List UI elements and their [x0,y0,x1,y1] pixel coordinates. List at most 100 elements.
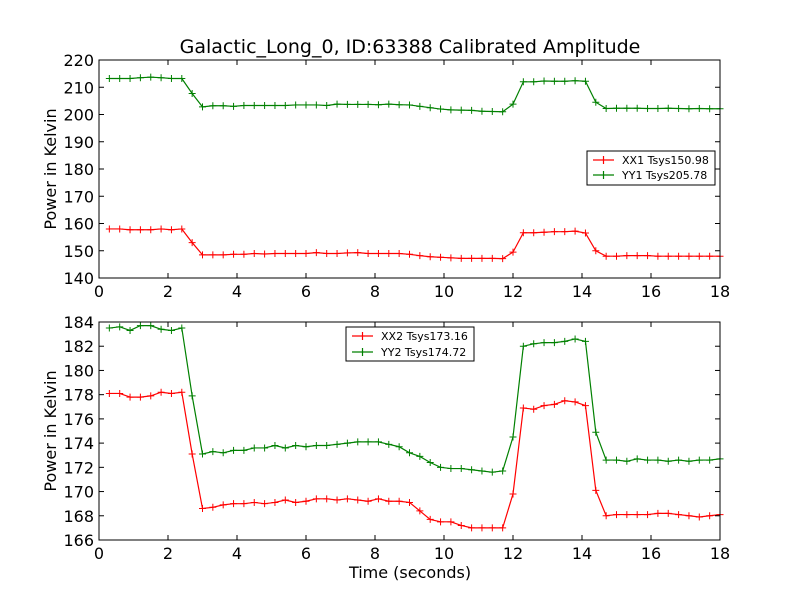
top-point-yy1 [685,105,693,113]
top-point-yy1 [695,105,703,113]
top-point-xx1 [343,249,351,257]
bottom-point-xx2 [550,400,558,408]
bottom-point-yy2 [240,446,248,454]
top-point-xx1 [530,229,538,237]
top-point-xx1 [374,249,382,257]
bottom-point-yy2 [157,325,165,333]
top-point-xx1 [644,252,652,260]
bottom-point-yy2 [261,444,269,452]
top-point-xx1 [664,252,672,260]
top-point-yy1 [281,102,289,110]
bottom-point-yy2 [581,337,589,345]
bottom-point-yy2 [613,456,620,464]
top-legend-label-yy1: YY1 Tsys205.78 [621,169,707,182]
bottom-point-xx2 [219,501,227,509]
top-point-xx1 [302,249,310,257]
bottom-point-yy2 [271,442,279,450]
top-point-xx1 [188,239,196,247]
bottom-point-xx2 [468,524,476,532]
top-point-yy1 [395,101,403,109]
top-point-yy1 [519,78,527,86]
top-point-yy1 [312,101,320,109]
bottom-point-xx2 [178,388,186,396]
top-point-yy1 [157,74,165,82]
bottom-panel: 0 2 4 6 8 10 12 14 16 18 166 168 170 172 174 176 178 180 1… [41,313,730,582]
bottom-y-tick-label: 176 [63,410,94,429]
top-point-xx1 [633,252,641,260]
bottom-point-xx2 [364,497,372,505]
bottom-y-tick-label: 170 [63,483,94,502]
top-point-yy1 [250,102,258,110]
top-point-xx1 [447,254,455,262]
bottom-point-yy2 [209,448,217,456]
top-point-xx1 [499,255,507,263]
top-point-yy1 [136,74,144,82]
top-point-xx1 [540,228,548,236]
top-y-tick-label: 160 [63,215,94,234]
bottom-point-xx2 [581,402,589,410]
bottom-point-xx2 [571,398,579,406]
top-point-xx1 [468,254,476,262]
top-point-yy1 [675,105,683,113]
bottom-point-xx2 [654,509,662,517]
bottom-point-yy2 [302,443,310,451]
bottom-x-tick-label: 14 [572,544,592,563]
bottom-point-xx2 [105,389,113,397]
top-point-yy1 [406,101,413,109]
top-point-xx1 [675,252,683,260]
top-point-xx1 [550,228,558,236]
top-point-yy1 [530,78,538,86]
top-y-axis-label: Power in Kelvin [41,108,60,229]
top-point-xx1 [561,228,569,236]
bottom-point-xx2 [519,404,527,412]
top-point-xx1 [209,251,217,259]
top-point-xx1 [292,249,300,257]
top-y-tick-label: 210 [63,78,94,97]
bottom-point-yy2 [644,456,652,464]
bottom-point-yy2 [188,392,196,400]
top-x-tick-label: 4 [232,282,242,301]
bottom-x-axis-label: Time (seconds) [348,563,471,582]
top-point-xx1 [602,252,610,260]
bottom-point-xx2 [602,512,610,520]
bottom-x-tick-label: 12 [503,544,523,563]
bottom-point-xx2 [147,392,155,400]
top-point-yy1 [540,77,548,85]
top-point-yy1 [333,100,341,108]
top-point-yy1 [261,102,269,110]
bottom-point-xx2 [333,496,341,504]
top-point-xx1 [312,249,320,257]
bottom-point-xx2 [478,524,486,532]
bottom-legend-label-xx2: XX2 Tsys173.16 [381,330,468,343]
top-point-xx1 [167,226,175,234]
top-point-xx1 [136,226,144,234]
bottom-point-xx2 [261,500,269,508]
bottom-point-xx2 [312,495,320,503]
bottom-y-tick-label: 178 [63,386,94,405]
top-point-xx1 [323,249,331,257]
top-point-yy1 [167,75,175,83]
bottom-point-yy2 [592,428,600,436]
top-point-yy1 [209,102,217,110]
bottom-point-yy2 [519,342,527,350]
bottom-point-yy2 [685,457,693,465]
top-y-tick-label: 150 [63,242,94,261]
bottom-point-yy2 [561,337,569,345]
top-x-tick-label: 0 [94,282,104,301]
bottom-point-xx2 [437,518,445,526]
top-x-tick-label: 8 [370,282,380,301]
bottom-x-tick-label: 2 [163,544,173,563]
top-point-xx1 [333,249,341,257]
bottom-point-yy2 [178,324,186,332]
top-point-xx1 [219,251,227,259]
bottom-point-xx2 [281,496,289,504]
bottom-point-xx2 [240,500,248,508]
top-point-xx1 [230,250,238,258]
bottom-x-tick-label: 0 [94,544,104,563]
bottom-point-xx2 [540,402,548,410]
top-point-yy1 [706,105,714,113]
top-point-yy1 [199,103,206,111]
top-point-xx1 [437,253,445,261]
bottom-x-tick-label: 4 [232,544,242,563]
top-point-yy1 [499,108,507,116]
